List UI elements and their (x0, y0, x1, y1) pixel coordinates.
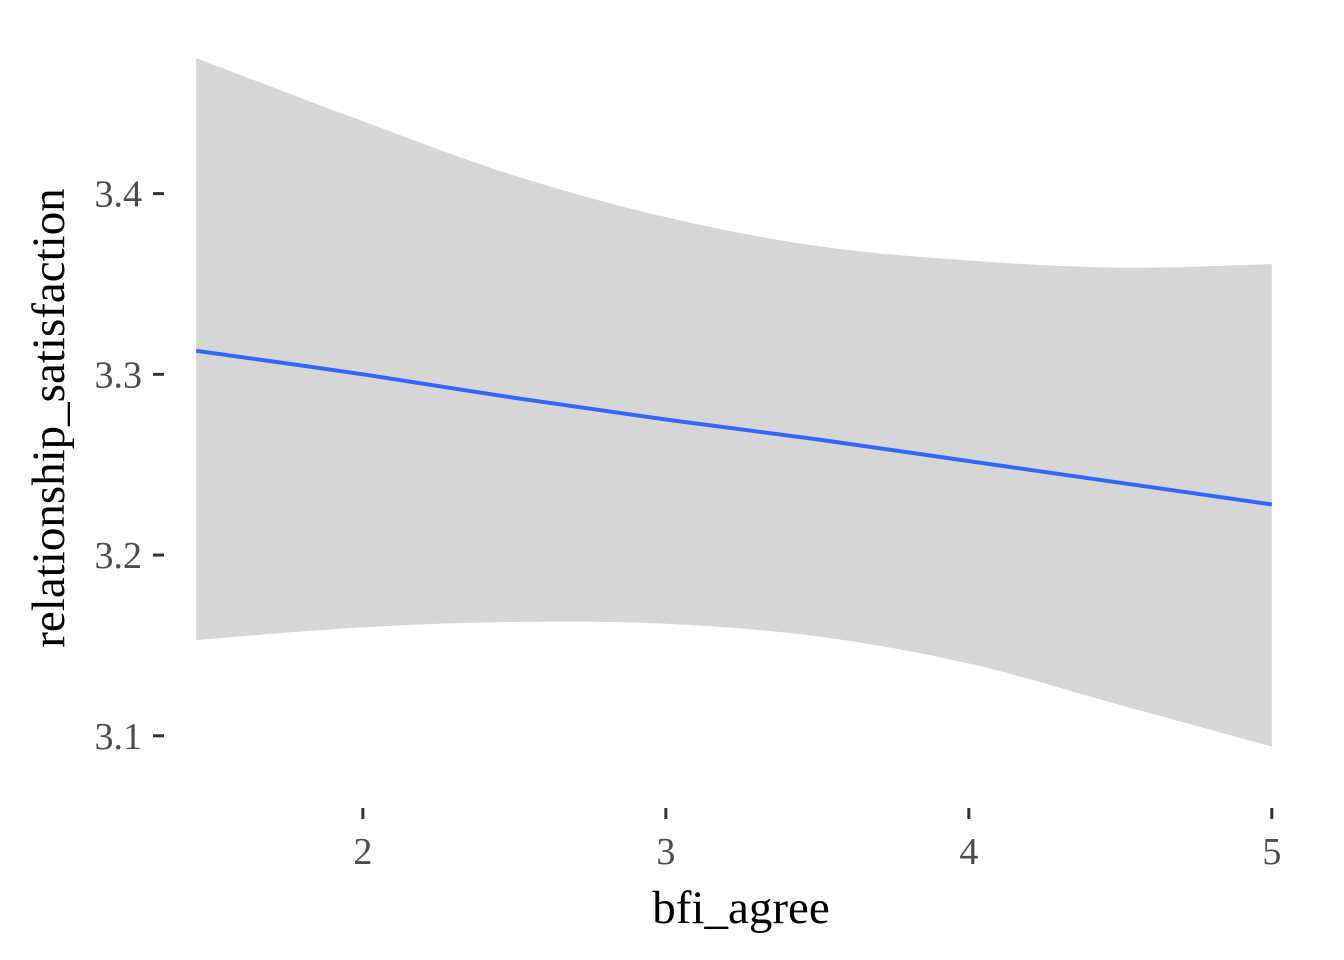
x-tick-label: 4 (959, 831, 978, 873)
y-tick-label: 3.1 (95, 716, 143, 758)
y-axis: 3.1 3.2 3.3 3.4 (95, 174, 164, 758)
x-tick-label: 3 (656, 831, 675, 873)
x-tick-label: 5 (1262, 831, 1281, 873)
x-tick-label: 2 (353, 831, 372, 873)
y-axis-title: relationship_satisfaction (23, 188, 75, 647)
confidence-band-layer (196, 58, 1272, 747)
x-axis-title: bfi_agree (652, 882, 829, 934)
trend-line (195, 348, 1273, 507)
x-axis: 2 3 4 5 (353, 808, 1281, 873)
trend-line-layer (195, 348, 1273, 507)
y-tick-label: 3.3 (95, 354, 143, 396)
y-tick-label: 3.2 (95, 535, 143, 577)
confidence-band (196, 58, 1272, 747)
y-tick-label: 3.4 (95, 174, 143, 216)
